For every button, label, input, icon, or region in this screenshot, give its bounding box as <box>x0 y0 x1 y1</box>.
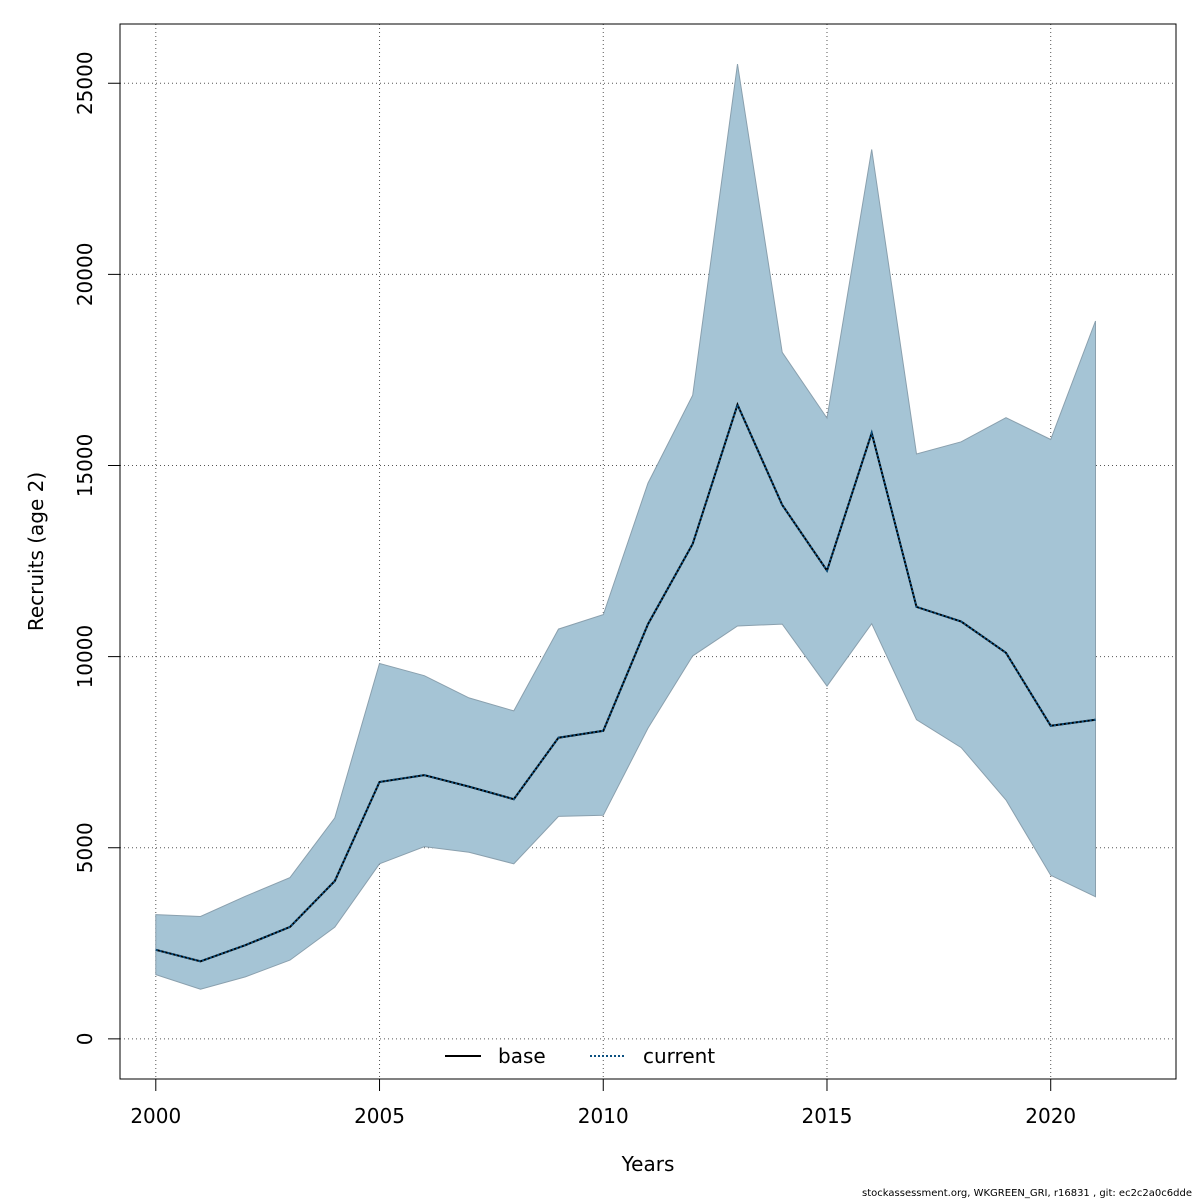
legend: base current <box>445 1044 715 1068</box>
y-tick-label: 5000 <box>73 822 97 873</box>
y-tick-label: 10000 <box>73 625 97 689</box>
x-tick-label: 2005 <box>354 1104 405 1128</box>
y-tick-label: 0 <box>73 1032 97 1045</box>
footer-credit: stockassessment.org, WKGREEN_GRI, r16831… <box>862 1188 1192 1199</box>
x-tick-label: 2015 <box>802 1104 853 1128</box>
legend-label-current: current <box>643 1044 715 1068</box>
y-tick-label: 25000 <box>73 51 97 115</box>
series-lines <box>155 401 1096 963</box>
x-tick-label: 2010 <box>578 1104 629 1128</box>
confidence-band <box>155 64 1096 990</box>
series-line-current <box>155 401 1096 963</box>
x-axis-title: Years <box>621 1152 675 1176</box>
y-tick-label: 15000 <box>73 434 97 498</box>
x-tick-label: 2000 <box>130 1104 181 1128</box>
legend-label-base: base <box>498 1044 546 1068</box>
y-tick-label: 20000 <box>73 243 97 307</box>
y-axis: 0 5000 10000 15000 20000 25000 <box>73 51 120 1045</box>
x-axis: 2000 2005 2010 2015 2020 <box>130 1078 1076 1128</box>
y-axis-title: Recruits (age 2) <box>24 472 48 631</box>
x-tick-label: 2020 <box>1025 1104 1076 1128</box>
